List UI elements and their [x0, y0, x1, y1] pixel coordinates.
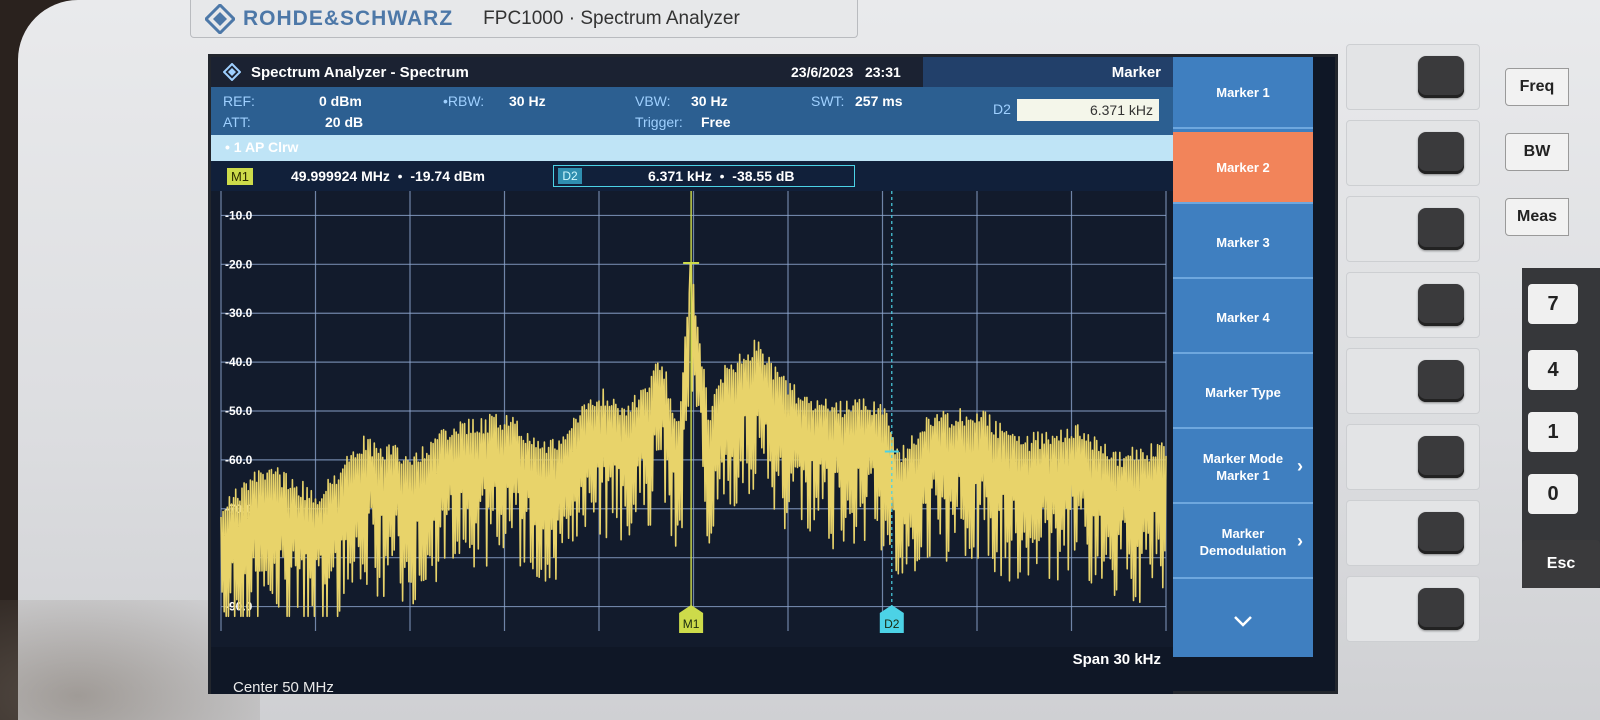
d2-readout: 6.371 kHz • -38.55 dB: [648, 168, 795, 184]
plot-footer: Span 30 kHz Center 50 MHz: [211, 647, 1173, 696]
d2-plot-badge[interactable]: D2: [879, 605, 904, 633]
y-tick-label: -50.0: [225, 404, 253, 418]
delta-entry-field[interactable]: 6.371 kHz: [1017, 99, 1159, 121]
softkey-marker-mode-marker-1[interactable]: Marker Mode Marker 1 ›: [1173, 432, 1313, 504]
softkey-label: Marker Type: [1205, 384, 1281, 400]
plot-background: [211, 191, 1173, 647]
measurement-params: REF: 0 dBm ATT: 20 dB •RBW: 30 Hz VBW: 3…: [211, 87, 923, 135]
vbw-value[interactable]: 30 Hz: [691, 93, 728, 109]
m1-badge[interactable]: M1: [227, 168, 253, 185]
softkey-marker-3[interactable]: Marker 3: [1173, 207, 1313, 279]
ref-value[interactable]: 0 dBm: [319, 93, 362, 109]
chevron-right-icon: ›: [1297, 456, 1303, 476]
softkey-marker-2[interactable]: Marker 2: [1173, 132, 1313, 204]
panel-title: Marker: [923, 57, 1173, 87]
softkey-more[interactable]: [1173, 585, 1313, 657]
softkey-marker-4[interactable]: Marker 4: [1173, 282, 1313, 354]
meas-key[interactable]: Meas: [1505, 198, 1569, 236]
softkey-label: Marker Demodulation: [1199, 526, 1287, 558]
marker-readout-row: M1 49.999924 MHz • -19.74 dBm D2 6.371 k…: [211, 161, 1173, 191]
m1-plot-badge[interactable]: M1: [679, 605, 704, 633]
m1-plot-badge-label: M1: [683, 617, 700, 631]
vbw-label: VBW:: [635, 93, 671, 109]
d2-frequency: 6.371 kHz: [648, 168, 712, 184]
freq-key[interactable]: Freq: [1505, 68, 1569, 106]
delta-entry-label: D2: [993, 101, 1011, 117]
window-title: Spectrum Analyzer - Spectrum: [251, 63, 469, 81]
d2-plot-badge-label: D2: [884, 617, 900, 631]
time: 23:31: [864, 64, 901, 80]
ref-label: REF:: [223, 93, 255, 109]
hw-softkey-button-2[interactable]: [1418, 132, 1464, 174]
softkey-marker-demodulation[interactable]: Marker Demodulation ›: [1173, 507, 1313, 579]
date: 23/6/2023: [791, 64, 854, 80]
hw-softkey-button-5[interactable]: [1418, 360, 1464, 402]
spectrum-trace: [220, 262, 1167, 618]
m1-readout: 49.999924 MHz • -19.74 dBm: [291, 168, 486, 184]
hw-softkey-button-7[interactable]: [1418, 512, 1464, 554]
app-logo-icon: [223, 63, 241, 81]
softkey-panel: Marker Demodulation › Marker Mode Marker 1…: [1173, 57, 1313, 657]
hw-softkey-button-3[interactable]: [1418, 208, 1464, 250]
center-label[interactable]: Center 50 MHz: [233, 679, 334, 696]
hw-softkey-button-1[interactable]: [1418, 56, 1464, 98]
numeric-keypad: 7 4 1 0: [1522, 268, 1600, 588]
d2-readout-box[interactable]: D2 6.371 kHz • -38.55 dB: [553, 165, 855, 187]
spectrum-plot[interactable]: -10.0-20.0-30.0-40.0-50.0-60.0-70.0-80.0…: [211, 191, 1173, 647]
chevron-down-icon: [1234, 616, 1252, 627]
span-label[interactable]: Span 30 kHz: [1072, 651, 1161, 668]
m1-frequency: 49.999924 MHz: [291, 168, 390, 184]
chevron-right-icon: ›: [1297, 531, 1303, 551]
m1-level: -19.74 dBm: [410, 168, 486, 184]
key-1[interactable]: 1: [1528, 412, 1578, 452]
y-tick-label: -20.0: [225, 257, 253, 271]
y-tick-label: -30.0: [225, 306, 253, 320]
softkey-marker-1[interactable]: Marker 1: [1173, 57, 1313, 129]
rbw-value[interactable]: 30 Hz: [509, 93, 546, 109]
y-tick-label: -10.0: [225, 208, 253, 222]
d2-plot-badge-shape: [879, 605, 904, 633]
softkey-marker-type[interactable]: Marker Type: [1173, 357, 1313, 429]
softkey-label: Marker 3: [1216, 234, 1270, 250]
swt-label: SWT:: [811, 93, 845, 109]
swt-value[interactable]: 257 ms: [855, 93, 903, 109]
hw-softkey-button-4[interactable]: [1418, 284, 1464, 326]
hw-softkey-button-8[interactable]: [1418, 588, 1464, 630]
esc-key[interactable]: Esc: [1522, 540, 1600, 588]
y-tick-label: -60.0: [225, 453, 253, 467]
rs-logo-icon: [205, 3, 235, 34]
brand-name: ROHDE&SCHWARZ: [243, 6, 454, 30]
trace-label[interactable]: • 1 AP Clrw: [225, 139, 299, 155]
softkey-label: Marker 2: [1216, 159, 1270, 175]
d2-level: -38.55 dB: [732, 168, 795, 184]
rbw-label: •RBW:: [443, 93, 485, 109]
att-label: ATT:: [223, 114, 251, 130]
softkey-label: Marker 4: [1216, 309, 1270, 325]
softkey-label: Marker 1: [1216, 84, 1270, 100]
brand-plate: ROHDE&SCHWARZ FPC1000 · Spectrum Analyze…: [190, 0, 858, 38]
d2-badge: D2: [558, 168, 582, 184]
att-value[interactable]: 20 dB: [325, 114, 364, 130]
m1-plot-badge-shape: [679, 605, 704, 633]
trigger-label: Trigger:: [635, 114, 683, 130]
bw-key[interactable]: BW: [1505, 133, 1569, 171]
y-tick-label: -40.0: [225, 355, 253, 369]
key-0[interactable]: 0: [1528, 474, 1578, 514]
analyzer-screen: Spectrum Analyzer - Spectrum 23/6/2023 2…: [208, 54, 1338, 696]
brand-model: FPC1000 · Spectrum Analyzer: [483, 7, 740, 29]
delta-entry-area: D2 6.371 kHz: [923, 87, 1173, 135]
trigger-value[interactable]: Free: [701, 114, 731, 130]
key-7[interactable]: 7: [1528, 284, 1578, 324]
datetime: 23/6/2023 23:31: [791, 64, 901, 80]
trace-bar: • 1 AP Clrw: [211, 135, 1173, 161]
softkey-label: Marker Mode Marker 1: [1202, 451, 1284, 483]
hw-softkey-button-6[interactable]: [1418, 436, 1464, 478]
key-4[interactable]: 4: [1528, 350, 1578, 390]
